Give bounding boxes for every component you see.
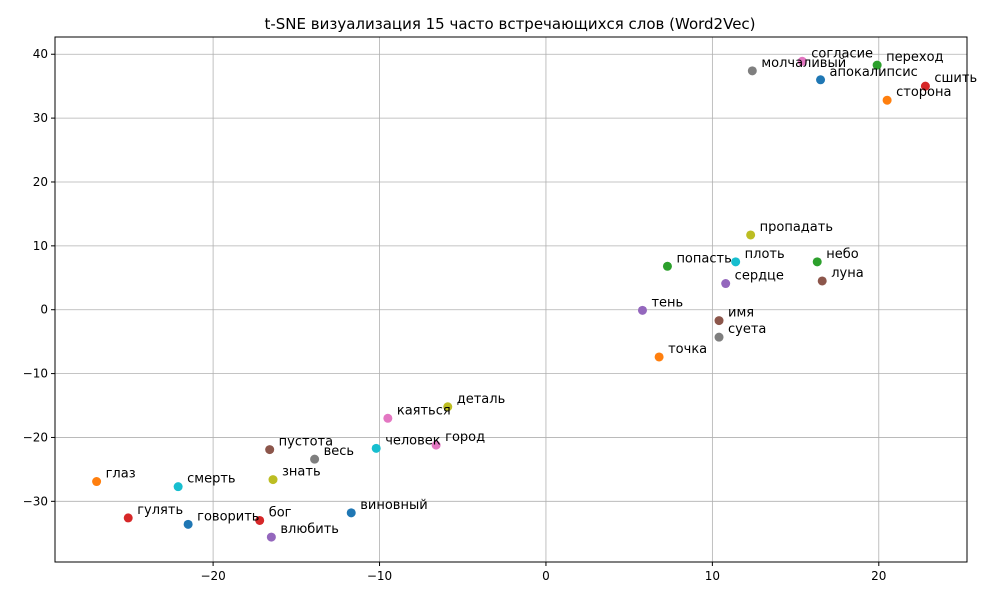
point-label: суета — [728, 322, 766, 337]
point-label: луна — [831, 266, 863, 281]
scatter-point — [123, 513, 133, 523]
point-label: сторона — [896, 85, 951, 100]
point-label: точка — [668, 342, 707, 357]
scatter-point — [746, 230, 756, 240]
point-label: согласие — [811, 46, 873, 61]
point-label: смерть — [187, 472, 235, 487]
scatter-point — [310, 454, 320, 464]
scatter-point — [654, 352, 664, 362]
scatter-point — [872, 60, 882, 70]
point-label: весь — [324, 444, 354, 459]
scatter-point — [346, 508, 356, 518]
point-label: переход — [886, 50, 943, 65]
y-tick-label: −20 — [23, 430, 48, 444]
scatter-point — [268, 475, 278, 485]
scatter-point — [265, 445, 275, 455]
scatter-point — [920, 81, 930, 91]
point-label: гулять — [137, 503, 183, 518]
data-points — [92, 56, 930, 542]
scatter-point — [714, 316, 724, 326]
point-label: молчаливый — [761, 56, 846, 71]
point-label: человек — [385, 433, 441, 448]
y-tick-label: 0 — [40, 303, 48, 317]
point-label: плоть — [745, 247, 785, 262]
y-tick-label: 10 — [33, 239, 48, 253]
scatter-point — [797, 56, 807, 66]
scatter-point — [371, 443, 381, 453]
scatter-point — [183, 519, 193, 529]
point-label: имя — [728, 306, 754, 321]
point-label: пустота — [279, 435, 333, 450]
point-label: виновный — [360, 498, 427, 513]
grid — [55, 37, 967, 562]
point-label: деталь — [457, 392, 506, 407]
x-axis: −20 −10 0 10 20 — [200, 562, 886, 583]
y-tick-label: 30 — [33, 111, 48, 125]
y-tick-label: 40 — [33, 47, 48, 61]
x-tick-label: −10 — [367, 569, 392, 583]
y-tick-label: 20 — [33, 175, 48, 189]
point-label: тень — [651, 295, 683, 310]
scatter-point — [816, 75, 826, 85]
point-label: апокалипсис — [830, 65, 918, 80]
point-label: пропадать — [760, 220, 833, 235]
plot-area — [54, 36, 968, 563]
point-label: влюбить — [280, 522, 339, 537]
scatter-point — [266, 532, 276, 542]
chart-title: t-SNE визуализация 15 часто встречающихс… — [264, 15, 755, 33]
scatter-point — [431, 440, 441, 450]
point-label: знать — [282, 465, 321, 480]
x-tick-label: 20 — [871, 569, 886, 583]
point-label: город — [445, 430, 485, 445]
point-label: глаз — [106, 467, 136, 482]
scatter-point — [731, 257, 741, 267]
scatter-point — [637, 305, 647, 315]
x-tick-label: 10 — [705, 569, 720, 583]
point-label: говорить — [197, 509, 259, 524]
scatter-point — [383, 413, 393, 423]
y-tick-label: −30 — [23, 494, 48, 508]
scatter-point — [92, 477, 102, 487]
scatter-point — [173, 482, 183, 492]
point-label: попасть — [676, 251, 731, 266]
scatter-point — [255, 515, 265, 525]
point-label: бог — [269, 505, 292, 520]
point-label: каяться — [397, 403, 451, 418]
scatter-point — [817, 276, 827, 286]
scatter-point — [721, 279, 731, 289]
scatter-point — [662, 261, 672, 271]
point-label: небо — [826, 247, 859, 262]
y-axis: −30 −20 −10 0 10 20 30 40 — [23, 47, 55, 508]
scatter-point — [443, 402, 453, 412]
y-tick-label: −10 — [23, 367, 48, 381]
scatter-point — [812, 257, 822, 267]
point-label: сшить — [934, 71, 977, 86]
x-tick-label: −20 — [200, 569, 225, 583]
x-tick-label: 0 — [542, 569, 550, 583]
scatter-point — [714, 332, 724, 342]
scatter-point — [882, 95, 892, 105]
scatter-point — [747, 66, 757, 76]
point-label: сердце — [735, 269, 784, 284]
